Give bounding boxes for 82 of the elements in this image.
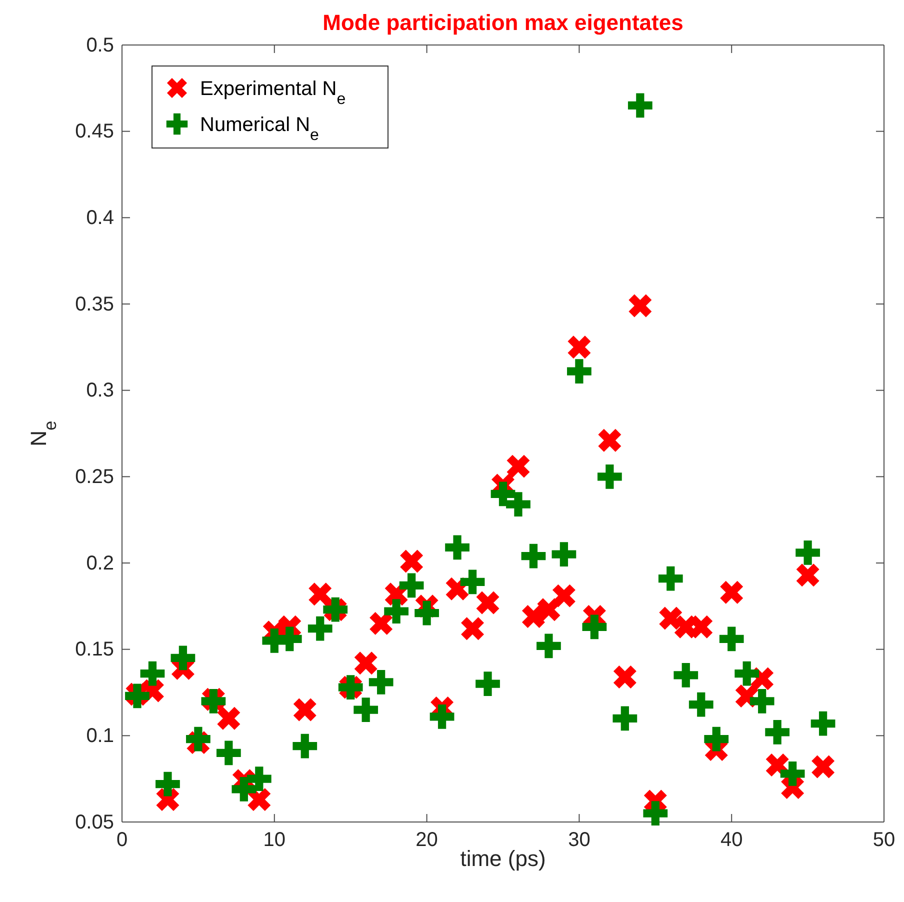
point [552, 542, 576, 567]
x-tick-label: 40 [720, 829, 743, 852]
y-tick-label: 0.2 [86, 552, 114, 574]
point [734, 661, 760, 686]
point [537, 598, 560, 622]
point [536, 634, 561, 658]
point [399, 573, 424, 598]
y-tick-label: 0.5 [86, 34, 114, 56]
point [704, 726, 729, 752]
chart-title: Mode participation max eigentates [322, 10, 684, 35]
y-tick-label: 0.25 [75, 466, 114, 488]
point [140, 661, 165, 686]
point [612, 706, 638, 731]
point [643, 801, 668, 826]
point [719, 626, 744, 652]
y-tick-label: 0.3 [86, 380, 114, 402]
point [628, 294, 652, 318]
y-tick-label: 0.4 [86, 207, 114, 230]
point [552, 584, 576, 608]
point [354, 652, 378, 675]
point [490, 482, 516, 506]
x-tick-label: 10 [263, 829, 286, 852]
point [293, 698, 316, 722]
point [370, 612, 393, 635]
point [628, 93, 652, 118]
point [308, 616, 332, 641]
point [445, 535, 470, 560]
point [750, 688, 774, 714]
point [674, 663, 698, 688]
point [246, 766, 272, 792]
point [613, 665, 636, 688]
y-tick-label: 0.1 [86, 725, 114, 748]
point [461, 617, 484, 640]
point [521, 544, 546, 568]
point [688, 692, 714, 717]
y-tick-label: 0.05 [75, 811, 114, 834]
point [217, 706, 240, 730]
point [597, 464, 622, 489]
y-tick-label: 0.35 [75, 293, 114, 316]
point [522, 605, 545, 628]
point [232, 777, 256, 802]
point [476, 672, 500, 696]
legend-label: Numerical N$_{e}$ [200, 114, 320, 144]
point [430, 704, 454, 729]
point [796, 564, 820, 587]
x-tick-label: 0 [116, 829, 128, 852]
legend-label: Experimental N$_{e}$ [200, 78, 346, 108]
point [186, 726, 210, 752]
point [156, 772, 180, 796]
point [354, 698, 378, 722]
point [248, 788, 271, 812]
x-axis-title: time (ps) [460, 846, 546, 871]
point [368, 670, 394, 694]
point [810, 711, 836, 736]
point [506, 492, 530, 516]
point [765, 720, 790, 744]
point [506, 454, 530, 478]
point [568, 336, 591, 359]
point [400, 550, 424, 573]
x-tick-label: 20 [416, 829, 438, 852]
point [308, 582, 332, 606]
point [384, 599, 409, 624]
point [582, 614, 607, 640]
point [796, 540, 820, 565]
point [292, 734, 318, 758]
point [658, 566, 683, 591]
point [567, 359, 592, 384]
point [170, 646, 196, 670]
y-tick-label: 0.15 [75, 638, 114, 661]
y-tick-label: 0.45 [75, 120, 114, 143]
point [476, 591, 500, 614]
point [659, 606, 682, 630]
x-tick-label: 50 [872, 829, 896, 852]
x-tick-label: 30 [568, 829, 590, 852]
point [812, 755, 835, 778]
point [414, 600, 439, 626]
point [460, 570, 485, 594]
point [277, 626, 302, 652]
point [720, 580, 744, 604]
point [780, 761, 805, 786]
point [598, 428, 622, 452]
point [216, 740, 241, 766]
